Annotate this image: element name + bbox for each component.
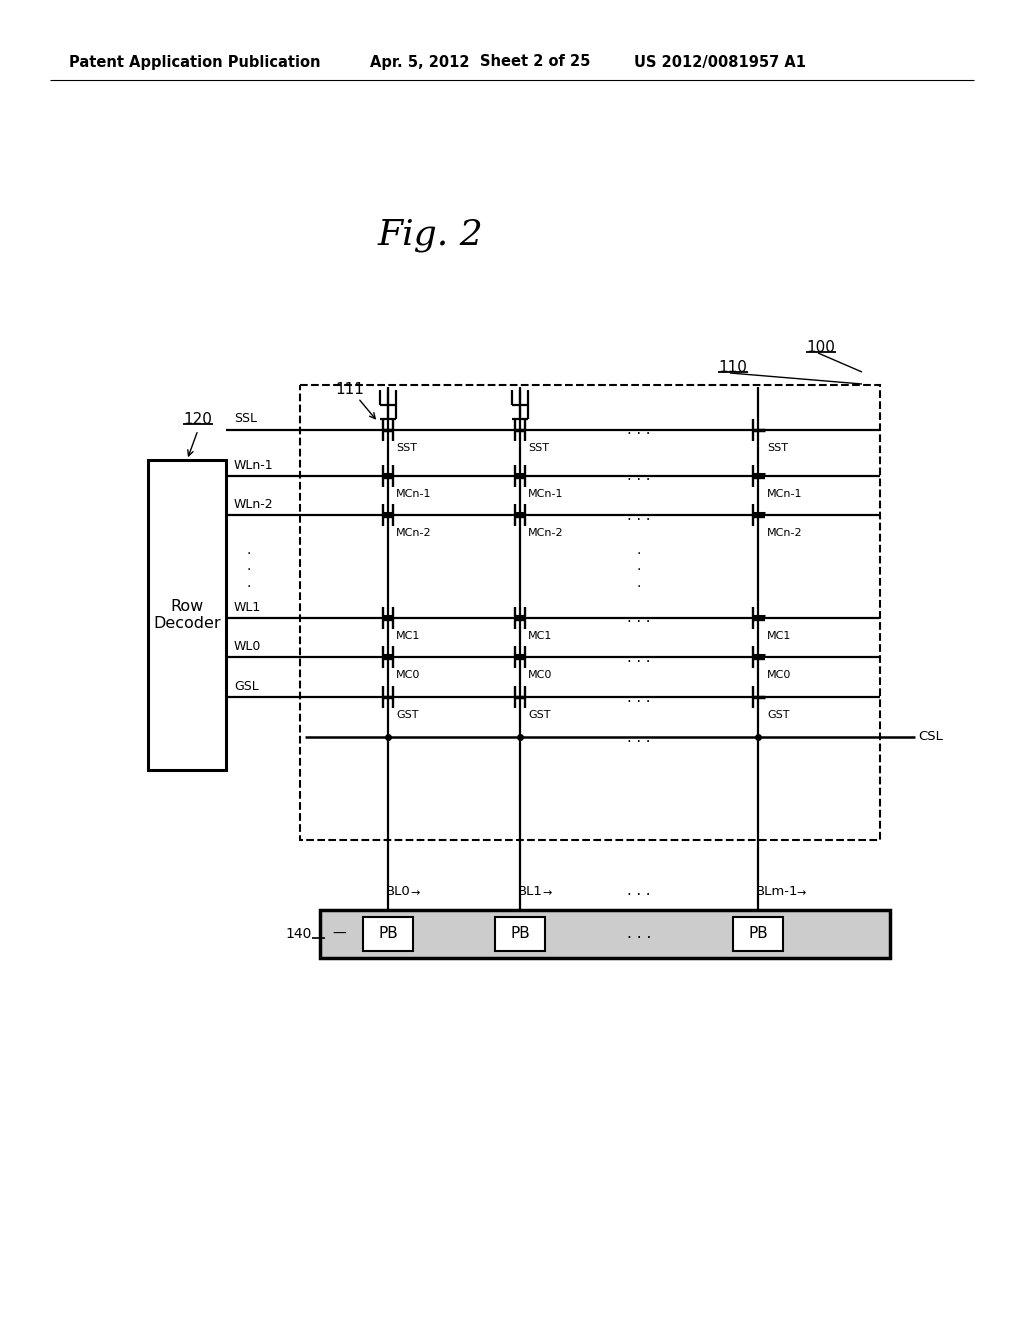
Text: Row
Decoder: Row Decoder bbox=[154, 599, 221, 631]
Text: BL0: BL0 bbox=[386, 884, 411, 898]
Text: 140: 140 bbox=[286, 927, 312, 941]
Text: MCn-2: MCn-2 bbox=[767, 528, 803, 539]
Text: . . .: . . . bbox=[627, 927, 651, 941]
Text: WL0: WL0 bbox=[234, 640, 261, 653]
Text: WLn-1: WLn-1 bbox=[234, 459, 273, 473]
Text: . . .: . . . bbox=[628, 507, 650, 523]
Text: SSL: SSL bbox=[234, 412, 257, 425]
Text: MCn-1: MCn-1 bbox=[396, 488, 431, 499]
Text: —: — bbox=[332, 927, 346, 941]
Text: CSL: CSL bbox=[918, 730, 943, 743]
Text: MC1: MC1 bbox=[767, 631, 792, 642]
Text: 111: 111 bbox=[336, 383, 365, 397]
Bar bbox=[362, 917, 413, 950]
Text: MC1: MC1 bbox=[528, 631, 552, 642]
Text: WL1: WL1 bbox=[234, 601, 261, 614]
Text: .
.
.: . . . bbox=[386, 544, 390, 590]
Text: Sheet 2 of 25: Sheet 2 of 25 bbox=[480, 54, 590, 70]
Text: US 2012/0081957 A1: US 2012/0081957 A1 bbox=[634, 54, 806, 70]
Text: MCn-1: MCn-1 bbox=[767, 488, 803, 499]
Text: .
.
.: . . . bbox=[637, 544, 641, 590]
Bar bbox=[733, 917, 783, 950]
Text: MCn-2: MCn-2 bbox=[396, 528, 432, 539]
Text: MCn-1: MCn-1 bbox=[528, 488, 563, 499]
Text: →: → bbox=[542, 888, 551, 898]
Text: BL1: BL1 bbox=[518, 884, 543, 898]
Text: . . .: . . . bbox=[628, 649, 650, 664]
Text: GST: GST bbox=[528, 710, 551, 719]
Text: . . .: . . . bbox=[628, 469, 650, 483]
Text: Patent Application Publication: Patent Application Publication bbox=[70, 54, 321, 70]
Bar bbox=[319, 909, 890, 958]
Text: MC1: MC1 bbox=[396, 631, 421, 642]
Text: 110: 110 bbox=[718, 360, 746, 375]
Text: MC0: MC0 bbox=[396, 671, 421, 680]
Text: .
.
.: . . . bbox=[518, 544, 522, 590]
Text: . . .: . . . bbox=[628, 730, 650, 744]
Text: BLm-1: BLm-1 bbox=[756, 884, 799, 898]
Text: SST: SST bbox=[528, 444, 549, 453]
Text: Apr. 5, 2012: Apr. 5, 2012 bbox=[371, 54, 470, 70]
Text: SST: SST bbox=[396, 444, 417, 453]
Text: GST: GST bbox=[396, 710, 419, 719]
Text: GSL: GSL bbox=[234, 680, 259, 693]
Text: . . .: . . . bbox=[628, 610, 650, 626]
Text: GST: GST bbox=[767, 710, 790, 719]
Text: .
.
.: . . . bbox=[247, 544, 251, 590]
Text: .
.
.: . . . bbox=[756, 544, 760, 590]
Bar bbox=[300, 385, 880, 840]
Text: MC0: MC0 bbox=[767, 671, 792, 680]
Text: 100: 100 bbox=[806, 341, 835, 355]
Text: SST: SST bbox=[767, 444, 788, 453]
Text: PB: PB bbox=[510, 927, 529, 941]
Text: . . .: . . . bbox=[628, 883, 650, 898]
Text: . . .: . . . bbox=[628, 422, 650, 437]
Text: Fig. 2: Fig. 2 bbox=[377, 218, 483, 252]
Text: →: → bbox=[410, 888, 420, 898]
Text: →: → bbox=[796, 888, 805, 898]
Text: MC0: MC0 bbox=[528, 671, 552, 680]
Bar bbox=[495, 917, 545, 950]
Text: 120: 120 bbox=[183, 412, 212, 428]
Bar bbox=[148, 459, 226, 770]
Text: MCn-2: MCn-2 bbox=[528, 528, 563, 539]
Text: PB: PB bbox=[749, 927, 768, 941]
Text: WLn-2: WLn-2 bbox=[234, 498, 273, 511]
Text: . . .: . . . bbox=[628, 689, 650, 705]
Text: PB: PB bbox=[378, 927, 398, 941]
